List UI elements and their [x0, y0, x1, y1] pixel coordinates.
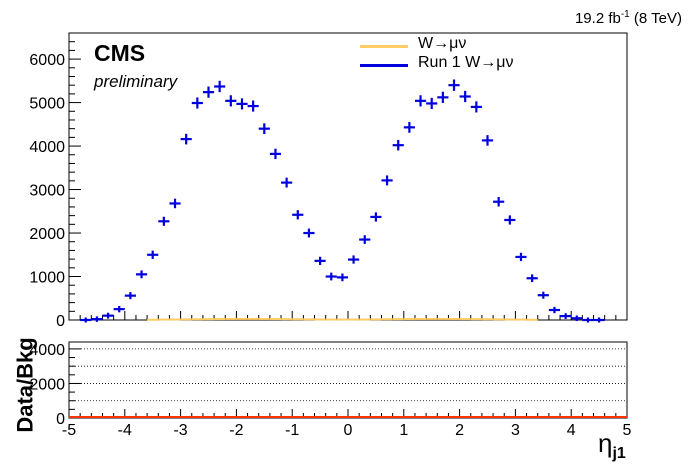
luminosity-label: 19.2 fb-1 (8 TeV) — [574, 9, 682, 27]
ratio-y-axis-label: Data/Bkg — [12, 337, 38, 433]
legend-label-mc: W→μν — [418, 35, 467, 52]
x-tick-label: 1 — [399, 422, 408, 439]
x-tick-label: 4 — [567, 422, 576, 439]
ratio-y-tick-label: 0 — [56, 411, 65, 428]
x-tick-label: 3 — [511, 422, 520, 439]
y-tick-label: 1000 — [29, 270, 65, 287]
y-tick-label: 5000 — [29, 96, 65, 113]
y-tick-label: 3000 — [29, 183, 65, 200]
x-tick-label: -3 — [173, 422, 187, 439]
x-tick-label: -2 — [229, 422, 243, 439]
x-axis-label: ηj1 — [598, 428, 626, 463]
x-tick-label: 2 — [455, 422, 464, 439]
ratio-frame — [68, 341, 628, 419]
ratio-y-tick-label: 2000 — [29, 376, 65, 393]
x-tick-label: 0 — [344, 422, 353, 439]
y-tick-label: 2000 — [29, 226, 65, 243]
experiment-label: CMS — [94, 40, 146, 66]
x-tick-label: -5 — [62, 422, 76, 439]
x-tick-label: -4 — [118, 422, 132, 439]
legend-swatch-mc — [360, 45, 408, 48]
ratio-y-tick-label: 4000 — [29, 342, 65, 359]
legend-swatch-run1 — [360, 64, 408, 67]
y-tick-label: 0 — [56, 313, 65, 330]
x-tick-label: 5 — [623, 422, 632, 439]
legend-label-run1: Run 1 W→μν — [418, 54, 514, 71]
x-tick-label: -1 — [285, 422, 299, 439]
y-tick-label: 6000 — [29, 52, 65, 69]
y-tick-label: 4000 — [29, 139, 65, 156]
status-label: preliminary — [94, 72, 178, 91]
